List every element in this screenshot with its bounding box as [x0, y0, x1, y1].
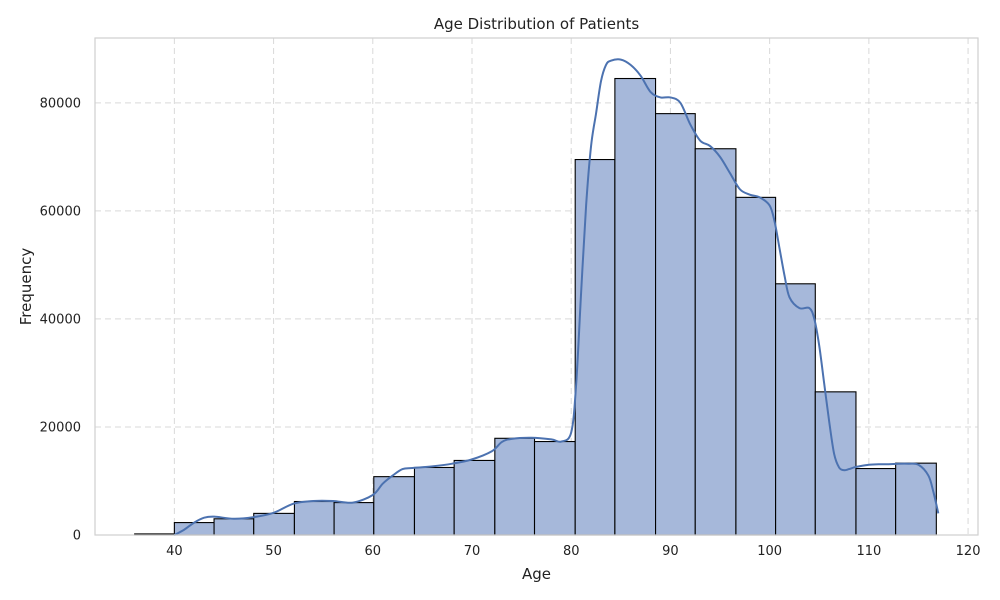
histogram-bar — [694, 148, 737, 536]
y-axis-label: Frequency — [17, 248, 35, 326]
x-tick-label: 80 — [563, 544, 580, 559]
x-tick-label: 60 — [365, 544, 382, 559]
histogram-bar — [574, 158, 616, 536]
histogram-bar — [814, 391, 857, 536]
y-tick-label: 0 — [73, 529, 81, 544]
histogram-bar — [855, 468, 897, 536]
y-tick-label: 80000 — [40, 96, 81, 111]
histogram-bar — [293, 500, 335, 536]
y-tick-label: 60000 — [40, 204, 81, 219]
ticks-layer: 40 50 60 70 80 90 100 110 120 0 20000 40000 60000 800… — [40, 96, 981, 559]
y-tick-label: 40000 — [40, 312, 81, 327]
bars-layer — [134, 77, 937, 536]
kde-density-line — [173, 58, 940, 536]
histogram-bar — [333, 502, 375, 536]
kde-layer — [173, 58, 940, 536]
x-tick-label: 50 — [265, 544, 282, 559]
y-tick-label: 20000 — [40, 420, 81, 435]
histogram-bar — [895, 462, 937, 536]
chart-title: Age Distribution of Patients — [434, 15, 640, 33]
x-tick-label: 70 — [464, 544, 481, 559]
histogram-bar — [413, 466, 455, 536]
histogram-bar — [655, 113, 696, 536]
histogram-bar — [775, 283, 816, 536]
x-tick-label: 100 — [757, 544, 782, 559]
histogram-bar — [533, 440, 576, 536]
histogram-bar — [735, 196, 777, 536]
histogram-bar — [614, 77, 657, 536]
x-tick-label: 120 — [956, 544, 981, 559]
histogram-bar — [494, 437, 536, 536]
histogram-bar — [173, 522, 215, 536]
plot-frame — [94, 37, 979, 536]
x-tick-label: 110 — [856, 544, 881, 559]
histogram-bar — [213, 518, 255, 536]
histogram-bar — [373, 476, 416, 536]
x-tick-label: 40 — [166, 544, 183, 559]
x-axis-label: Age — [522, 565, 551, 583]
histogram-bar — [453, 459, 496, 536]
x-tick-label: 90 — [662, 544, 679, 559]
